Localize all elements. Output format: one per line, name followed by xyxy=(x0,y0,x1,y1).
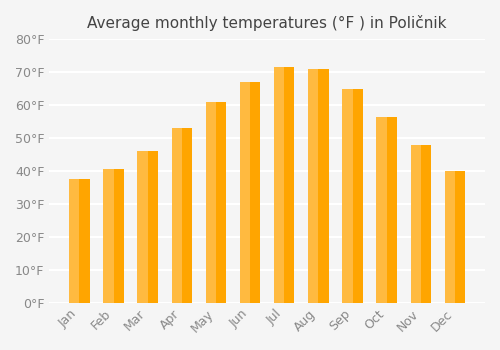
Bar xyxy=(308,69,328,303)
Bar xyxy=(342,89,363,303)
Bar xyxy=(206,102,226,303)
Bar xyxy=(444,171,455,303)
Bar xyxy=(410,145,431,303)
Bar xyxy=(410,145,421,303)
Bar xyxy=(104,169,124,303)
Bar xyxy=(138,151,147,303)
Bar xyxy=(138,151,158,303)
Bar xyxy=(69,179,89,303)
Bar xyxy=(104,169,124,303)
Bar xyxy=(240,82,260,303)
Bar xyxy=(69,179,89,303)
Bar xyxy=(410,145,431,303)
Bar xyxy=(274,67,284,303)
Bar xyxy=(172,128,182,303)
Bar xyxy=(308,69,318,303)
Bar xyxy=(240,82,250,303)
Bar xyxy=(444,171,465,303)
Bar xyxy=(69,179,80,303)
Bar xyxy=(138,151,158,303)
Bar xyxy=(376,117,386,303)
Bar xyxy=(206,102,226,303)
Bar xyxy=(172,128,192,303)
Bar xyxy=(342,89,363,303)
Bar xyxy=(104,169,114,303)
Bar xyxy=(240,82,260,303)
Bar xyxy=(274,67,294,303)
Bar xyxy=(172,128,192,303)
Bar xyxy=(444,171,465,303)
Title: Average monthly temperatures (°F ) in Poličnik: Average monthly temperatures (°F ) in Po… xyxy=(88,15,447,31)
Bar xyxy=(308,69,328,303)
Bar xyxy=(376,117,397,303)
Bar xyxy=(376,117,397,303)
Bar xyxy=(206,102,216,303)
Bar xyxy=(342,89,352,303)
Bar xyxy=(274,67,294,303)
